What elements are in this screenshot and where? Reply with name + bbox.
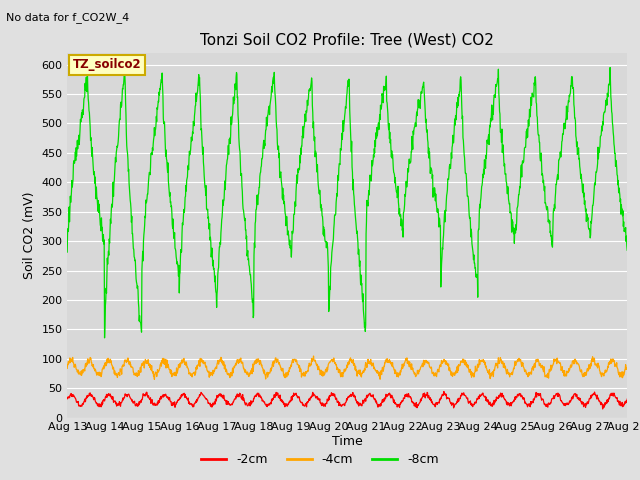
Y-axis label: Soil CO2 (mV): Soil CO2 (mV) bbox=[22, 192, 36, 279]
Text: TZ_soilco2: TZ_soilco2 bbox=[73, 58, 141, 71]
Text: No data for f_CO2W_4: No data for f_CO2W_4 bbox=[6, 12, 130, 23]
Title: Tonzi Soil CO2 Profile: Tree (West) CO2: Tonzi Soil CO2 Profile: Tree (West) CO2 bbox=[200, 33, 494, 48]
Legend: -2cm, -4cm, -8cm: -2cm, -4cm, -8cm bbox=[196, 448, 444, 471]
X-axis label: Time: Time bbox=[332, 435, 363, 448]
